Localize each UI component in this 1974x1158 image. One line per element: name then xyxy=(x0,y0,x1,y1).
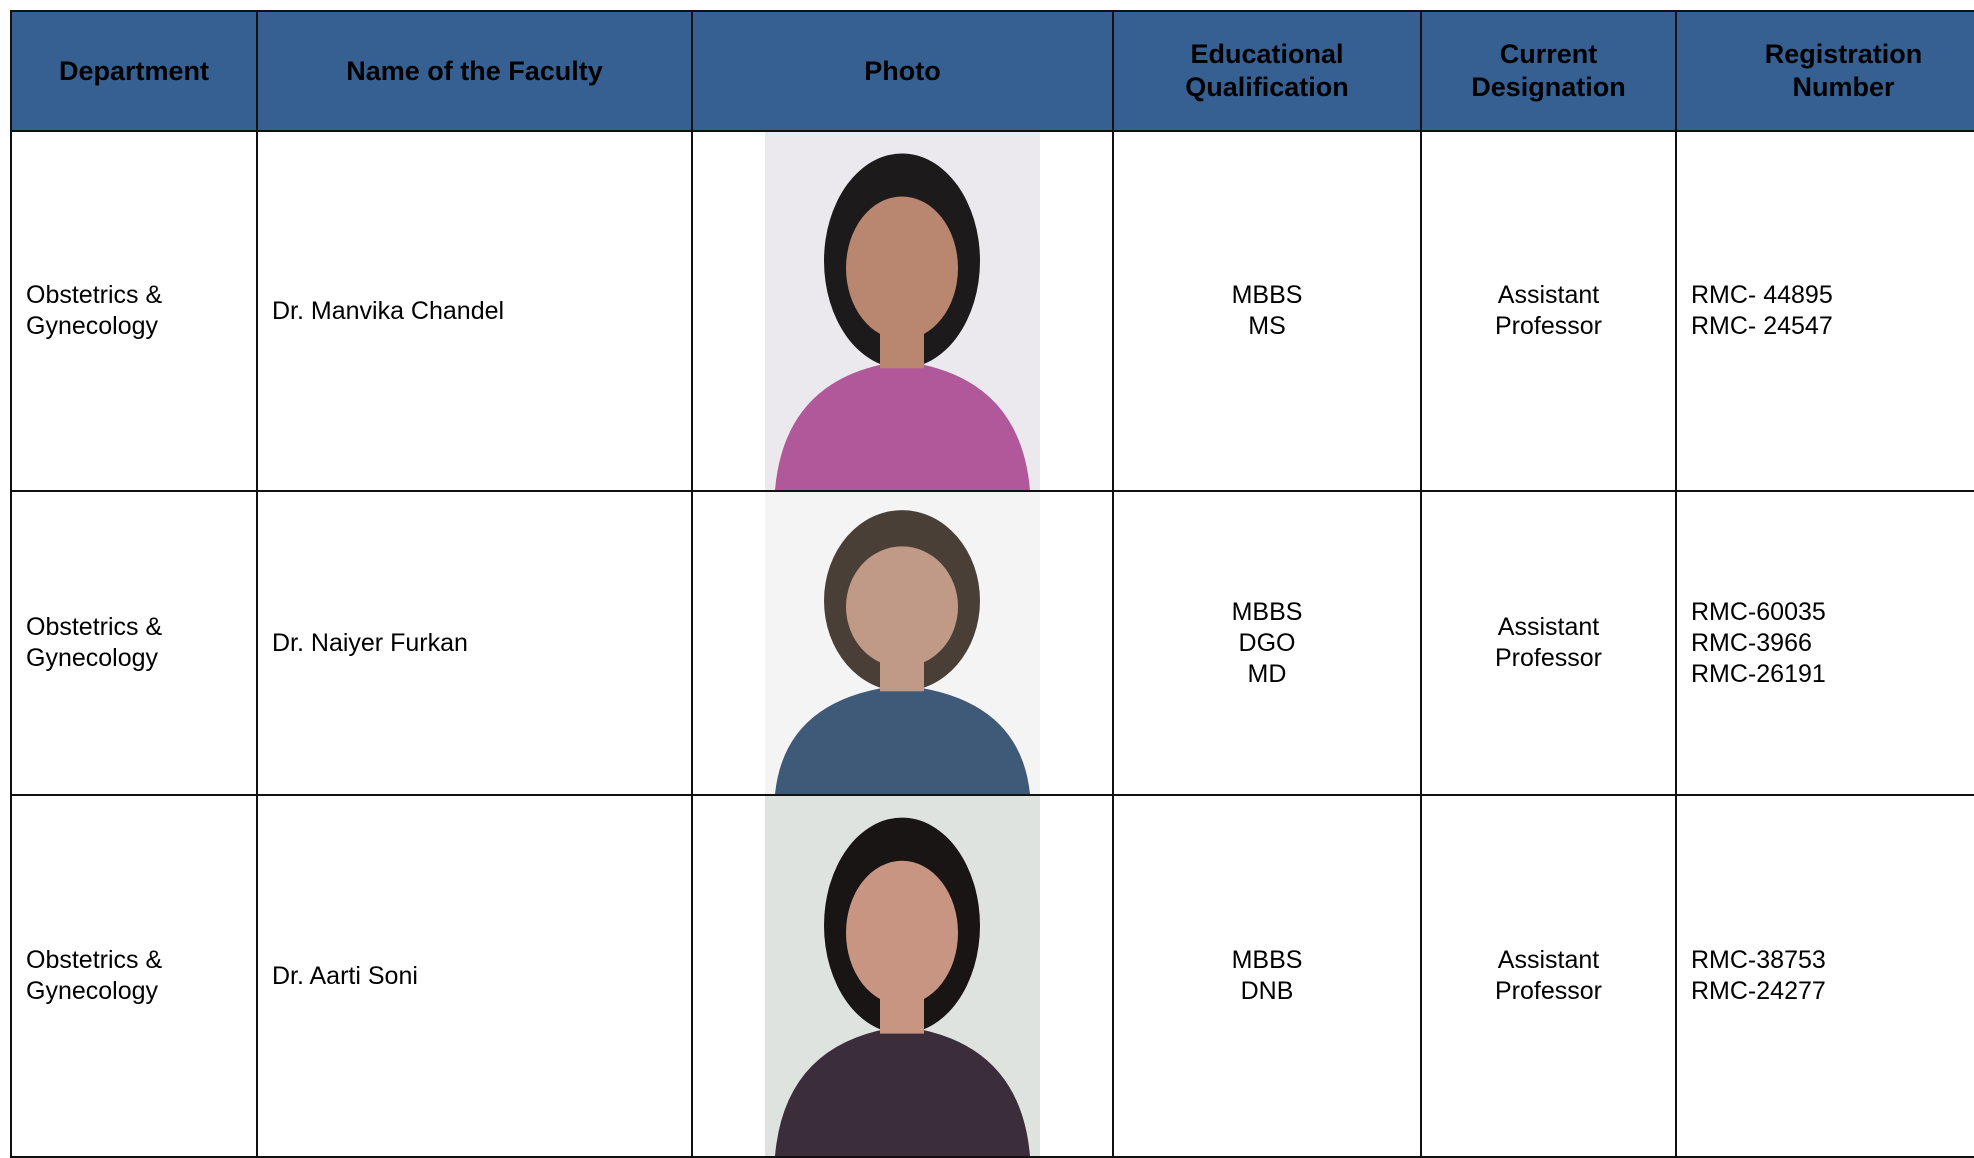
faculty-photo xyxy=(765,493,1040,793)
qualification-cell: MBBS DNB xyxy=(1112,794,1422,1158)
faculty-photo xyxy=(765,133,1040,489)
designation: Assistant Professor xyxy=(1495,946,1602,1005)
qualification: MBBS xyxy=(1231,946,1303,974)
department: Obstetrics & Gynecology xyxy=(26,281,163,340)
header-text: Registration Number xyxy=(1764,39,1923,102)
registration-number: RMC-24277 xyxy=(1691,977,1826,1005)
faculty-name: Dr. Naiyer Furkan xyxy=(256,490,693,796)
registration-number: RMC-3966 xyxy=(1691,628,1812,657)
qualification: MBBS xyxy=(1231,281,1303,309)
table-row: Obstetrics & Gynecology Dr. Manvika Chand… xyxy=(10,130,1974,492)
registration-cell: RMC-60035 RMC-3966 RMC-26191 xyxy=(1675,490,1974,796)
qualification: DGO xyxy=(1238,628,1296,657)
designation-cell: Assistant Professor xyxy=(1420,794,1677,1158)
table-body: Obstetrics & Gynecology Dr. Manvika Chand… xyxy=(10,130,1974,1158)
page: Department Name of the Faculty Photo Edu… xyxy=(10,10,1974,1158)
department-cell: Obstetrics & Gynecology xyxy=(10,130,258,492)
header-row: Department Name of the Faculty Photo Edu… xyxy=(10,10,1974,132)
photo-cell xyxy=(691,130,1114,492)
qualification-cell: MBBS DGO MD xyxy=(1112,490,1422,796)
designation-cell: Assistant Professor xyxy=(1420,130,1677,492)
department: Obstetrics & Gynecology xyxy=(26,946,163,1005)
registration-number: RMC- 44895 xyxy=(1691,281,1833,309)
qualification-cell: MBBS MS xyxy=(1112,130,1422,492)
qualification: MS xyxy=(1248,312,1286,340)
designation: Assistant Professor xyxy=(1495,281,1602,340)
qualification: MD xyxy=(1247,659,1287,688)
faculty-table: Department Name of the Faculty Photo Edu… xyxy=(10,10,1974,1158)
photo-cell xyxy=(691,490,1114,796)
table-row: Obstetrics & Gynecology Dr. Naiyer Furkan… xyxy=(10,490,1974,796)
department: Obstetrics & Gynecology xyxy=(26,613,163,672)
faculty-name: Dr. Manvika Chandel xyxy=(256,130,693,492)
registration-number: RMC-60035 xyxy=(1691,597,1826,626)
registration-number: RMC- 24547 xyxy=(1691,312,1833,340)
faculty-photo xyxy=(765,797,1040,1155)
photo-cell xyxy=(691,794,1114,1158)
header-cell: Department xyxy=(10,10,258,132)
qualification: DNB xyxy=(1240,977,1294,1005)
department-cell: Obstetrics & Gynecology xyxy=(10,490,258,796)
designation-cell: Assistant Professor xyxy=(1420,490,1677,796)
header-text: Current Designation xyxy=(1471,39,1626,102)
header-cell: Name of the Faculty xyxy=(256,10,693,132)
registration-cell: RMC-38753 RMC-24277 xyxy=(1675,794,1974,1158)
header-cell: Registration Number xyxy=(1675,10,1974,132)
registration-number: RMC-38753 xyxy=(1691,946,1826,974)
registration-number: RMC-26191 xyxy=(1691,659,1826,688)
header-text: Educational Qualification xyxy=(1185,39,1349,102)
header-cell: Educational Qualification xyxy=(1112,10,1422,132)
registration-cell: RMC- 44895 RMC- 24547 xyxy=(1675,130,1974,492)
header-cell: Current Designation xyxy=(1420,10,1677,132)
table-row: Obstetrics & Gynecology Dr. Aarti Soni MB… xyxy=(10,794,1974,1158)
header-cell: Photo xyxy=(691,10,1114,132)
department-cell: Obstetrics & Gynecology xyxy=(10,794,258,1158)
designation: Assistant Professor xyxy=(1495,613,1602,672)
qualification: MBBS xyxy=(1231,597,1303,626)
faculty-name: Dr. Aarti Soni xyxy=(256,794,693,1158)
